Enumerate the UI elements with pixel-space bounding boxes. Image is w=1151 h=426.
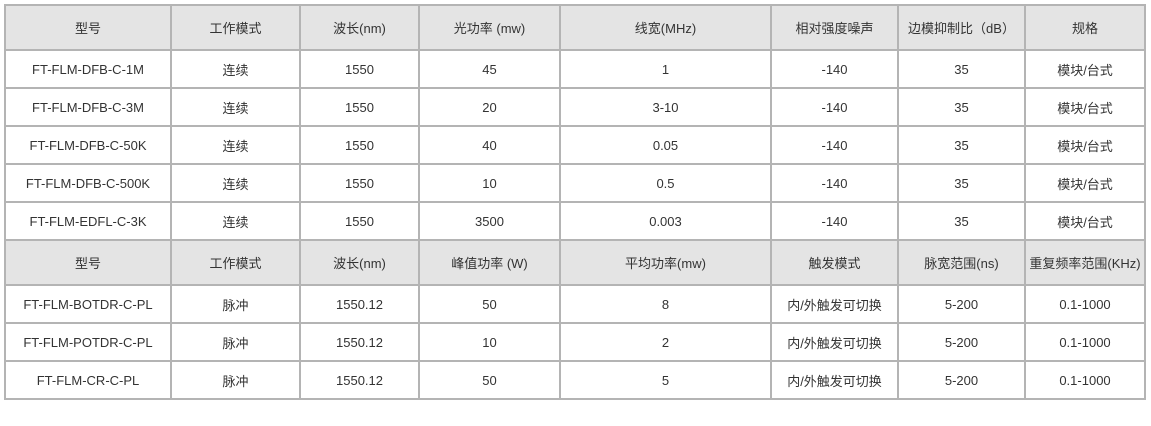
data-cell: 模块/台式 xyxy=(1024,201,1146,241)
data-cell: 连续 xyxy=(170,87,301,127)
data-cell: 模块/台式 xyxy=(1024,49,1146,89)
data-cell: -140 xyxy=(770,87,899,127)
header-cell: 平均功率(mw) xyxy=(559,239,772,286)
data-cell: 连续 xyxy=(170,201,301,241)
header-cell: 重复频率范围(KHz) xyxy=(1024,239,1146,286)
header-cell: 工作模式 xyxy=(170,4,301,51)
data-cell: 连续 xyxy=(170,125,301,165)
data-cell: 连续 xyxy=(170,163,301,203)
header-cell: 光功率 (mw) xyxy=(418,4,561,51)
header-cell: 线宽(MHz) xyxy=(559,4,772,51)
data-cell: FT-FLM-DFB-C-3M xyxy=(4,87,172,127)
data-cell: 1550 xyxy=(299,201,420,241)
data-cell: 1550.12 xyxy=(299,322,420,362)
data-cell: 脉冲 xyxy=(170,360,301,400)
data-cell: 2 xyxy=(559,322,772,362)
header-cell: 边模抑制比（dB） xyxy=(897,4,1026,51)
data-cell: -140 xyxy=(770,201,899,241)
data-row: FT-FLM-EDFL-C-3K 连续 1550 3500 0.003 -140 35 模块/… xyxy=(4,201,1146,241)
data-cell: 1 xyxy=(559,49,772,89)
data-cell: 1550 xyxy=(299,125,420,165)
header-cell: 工作模式 xyxy=(170,239,301,286)
data-cell: 1550 xyxy=(299,163,420,203)
data-cell: 8 xyxy=(559,284,772,324)
data-cell: 3-10 xyxy=(559,87,772,127)
header-cell: 脉宽范围(ns) xyxy=(897,239,1026,286)
data-cell: FT-FLM-DFB-C-1M xyxy=(4,49,172,89)
data-cell: 内/外触发可切换 xyxy=(770,322,899,362)
data-cell: -140 xyxy=(770,125,899,165)
data-cell: 连续 xyxy=(170,49,301,89)
data-row: FT-FLM-POTDR-C-PL 脉冲 1550.12 10 2 内/外触发可切换 5-2… xyxy=(4,322,1146,362)
data-cell: 1550.12 xyxy=(299,360,420,400)
data-cell: 35 xyxy=(897,163,1026,203)
data-cell: FT-FLM-POTDR-C-PL xyxy=(4,322,172,362)
data-cell: 0.1-1000 xyxy=(1024,322,1146,362)
data-cell: 5-200 xyxy=(897,284,1026,324)
header-cell: 相对强度噪声 xyxy=(770,4,899,51)
data-cell: 45 xyxy=(418,49,561,89)
data-cell: 1550.12 xyxy=(299,284,420,324)
data-cell: 50 xyxy=(418,360,561,400)
data-cell: 35 xyxy=(897,87,1026,127)
header-cell: 触发模式 xyxy=(770,239,899,286)
header-cell: 型号 xyxy=(4,4,172,51)
data-cell: 脉冲 xyxy=(170,284,301,324)
data-cell: 10 xyxy=(418,163,561,203)
data-cell: 50 xyxy=(418,284,561,324)
data-row: FT-FLM-BOTDR-C-PL 脉冲 1550.12 50 8 内/外触发可切换 5-2… xyxy=(4,284,1146,324)
data-cell: 1550 xyxy=(299,87,420,127)
data-row: FT-FLM-DFB-C-50K 连续 1550 40 0.05 -140 35 模块/台式 xyxy=(4,125,1146,165)
data-cell: -140 xyxy=(770,163,899,203)
data-cell: -140 xyxy=(770,49,899,89)
data-cell: FT-FLM-DFB-C-50K xyxy=(4,125,172,165)
header-row: 型号 工作模式 波长(nm) 峰值功率 (W) 平均功率(mw) 触发模式 脉宽范围(ns)… xyxy=(4,239,1146,286)
data-cell: 5 xyxy=(559,360,772,400)
data-cell: 0.003 xyxy=(559,201,772,241)
header-cell: 规格 xyxy=(1024,4,1146,51)
data-cell: 10 xyxy=(418,322,561,362)
data-cell: 模块/台式 xyxy=(1024,125,1146,165)
data-cell: 0.5 xyxy=(559,163,772,203)
data-cell: 35 xyxy=(897,125,1026,165)
header-row: 型号 工作模式 波长(nm) 光功率 (mw) 线宽(MHz) 相对强度噪声 边模抑制比（d… xyxy=(4,4,1146,51)
data-cell: FT-FLM-DFB-C-500K xyxy=(4,163,172,203)
data-row: FT-FLM-DFB-C-500K 连续 1550 10 0.5 -140 35 模块/台式 xyxy=(4,163,1146,203)
data-cell: 3500 xyxy=(418,201,561,241)
header-cell: 波长(nm) xyxy=(299,4,420,51)
header-cell: 峰值功率 (W) xyxy=(418,239,561,286)
data-cell: 模块/台式 xyxy=(1024,163,1146,203)
data-cell: 0.05 xyxy=(559,125,772,165)
data-cell: 35 xyxy=(897,201,1026,241)
data-cell: FT-FLM-EDFL-C-3K xyxy=(4,201,172,241)
spec-table: 型号 工作模式 波长(nm) 光功率 (mw) 线宽(MHz) 相对强度噪声 边模抑制比（d… xyxy=(4,4,1146,400)
data-cell: 内/外触发可切换 xyxy=(770,284,899,324)
data-cell: 5-200 xyxy=(897,322,1026,362)
data-cell: 20 xyxy=(418,87,561,127)
data-cell: 40 xyxy=(418,125,561,165)
data-row: FT-FLM-DFB-C-3M 连续 1550 20 3-10 -140 35 模块/台式 xyxy=(4,87,1146,127)
data-cell: FT-FLM-BOTDR-C-PL xyxy=(4,284,172,324)
data-cell: 0.1-1000 xyxy=(1024,360,1146,400)
data-cell: 1550 xyxy=(299,49,420,89)
data-row: FT-FLM-CR-C-PL 脉冲 1550.12 50 5 内/外触发可切换 5-200 0… xyxy=(4,360,1146,400)
data-cell: 模块/台式 xyxy=(1024,87,1146,127)
header-cell: 波长(nm) xyxy=(299,239,420,286)
data-cell: 脉冲 xyxy=(170,322,301,362)
data-cell: 内/外触发可切换 xyxy=(770,360,899,400)
data-cell: 5-200 xyxy=(897,360,1026,400)
data-cell: 35 xyxy=(897,49,1026,89)
table-body: 型号 工作模式 波长(nm) 光功率 (mw) 线宽(MHz) 相对强度噪声 边模抑制比（d… xyxy=(4,4,1146,400)
header-cell: 型号 xyxy=(4,239,172,286)
data-cell: FT-FLM-CR-C-PL xyxy=(4,360,172,400)
data-cell: 0.1-1000 xyxy=(1024,284,1146,324)
data-row: FT-FLM-DFB-C-1M 连续 1550 45 1 -140 35 模块/台式 xyxy=(4,49,1146,89)
